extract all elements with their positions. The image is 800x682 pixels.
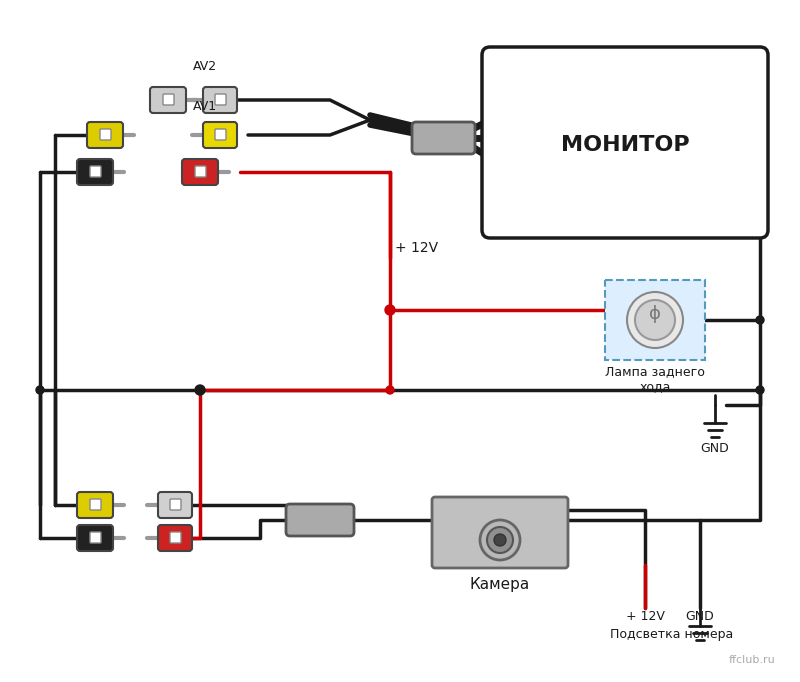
Text: МОНИТОР: МОНИТОР <box>561 135 690 155</box>
FancyBboxPatch shape <box>203 87 237 113</box>
Circle shape <box>36 386 44 394</box>
FancyBboxPatch shape <box>150 87 186 113</box>
FancyBboxPatch shape <box>77 159 113 185</box>
FancyBboxPatch shape <box>182 159 218 185</box>
Circle shape <box>756 316 764 324</box>
Circle shape <box>494 534 506 546</box>
Circle shape <box>386 386 394 394</box>
FancyBboxPatch shape <box>170 499 181 510</box>
FancyBboxPatch shape <box>77 492 113 518</box>
Text: + 12V: + 12V <box>626 610 665 623</box>
FancyBboxPatch shape <box>482 47 768 238</box>
Text: ffclub.ru: ffclub.ru <box>728 655 775 665</box>
Text: GND: GND <box>686 610 714 623</box>
FancyBboxPatch shape <box>432 497 568 568</box>
Text: AV2: AV2 <box>193 60 217 73</box>
FancyBboxPatch shape <box>286 504 354 536</box>
Polygon shape <box>605 280 705 360</box>
FancyBboxPatch shape <box>195 166 206 177</box>
FancyBboxPatch shape <box>158 525 192 551</box>
Circle shape <box>195 385 205 395</box>
Circle shape <box>627 292 683 348</box>
Text: Лампа заднего
хода: Лампа заднего хода <box>605 365 705 393</box>
Text: + 12V: + 12V <box>395 241 438 255</box>
FancyBboxPatch shape <box>158 492 192 518</box>
FancyBboxPatch shape <box>77 525 113 551</box>
FancyBboxPatch shape <box>215 94 226 105</box>
Text: AV1: AV1 <box>193 100 217 113</box>
FancyBboxPatch shape <box>100 129 111 140</box>
Circle shape <box>480 520 520 560</box>
FancyBboxPatch shape <box>170 532 181 543</box>
Text: Камера: Камера <box>470 577 530 592</box>
FancyBboxPatch shape <box>90 499 101 510</box>
FancyBboxPatch shape <box>163 94 174 105</box>
Circle shape <box>487 527 513 553</box>
FancyBboxPatch shape <box>412 122 475 154</box>
FancyBboxPatch shape <box>90 166 101 177</box>
Text: ϕ: ϕ <box>649 305 661 323</box>
Text: Подсветка номера: Подсветка номера <box>610 628 734 641</box>
FancyBboxPatch shape <box>87 122 123 148</box>
Circle shape <box>756 386 764 394</box>
FancyBboxPatch shape <box>90 532 101 543</box>
FancyBboxPatch shape <box>215 129 226 140</box>
Circle shape <box>385 305 395 315</box>
Text: GND: GND <box>701 442 730 455</box>
FancyBboxPatch shape <box>203 122 237 148</box>
Circle shape <box>635 300 675 340</box>
